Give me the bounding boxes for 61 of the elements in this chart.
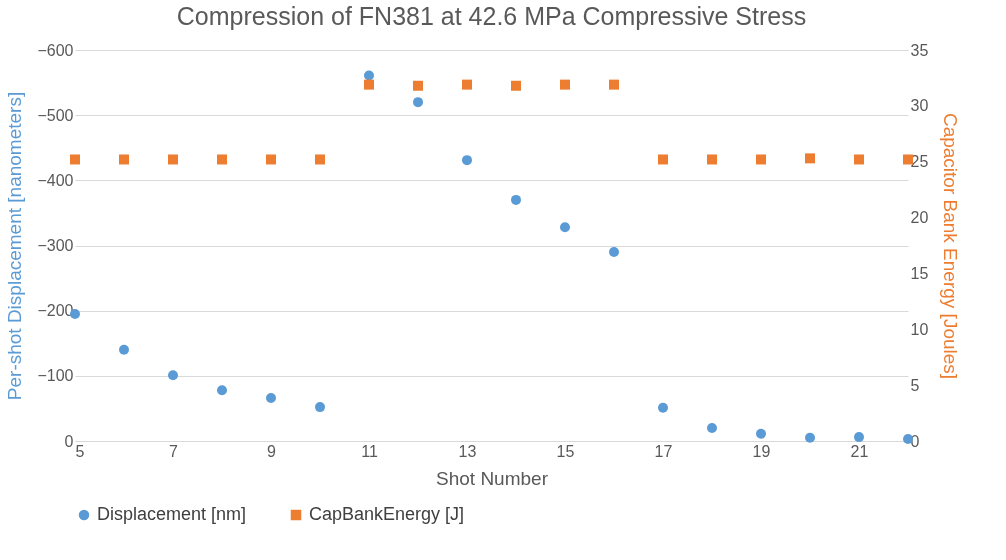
legend-label: Displacement [nm]	[97, 504, 247, 524]
point	[315, 402, 325, 413]
point	[413, 80, 423, 91]
chart-title: Compression of FN381 at 42.6 MPa Compressive Stress	[176, 2, 807, 30]
point	[707, 422, 717, 433]
point	[266, 154, 276, 165]
y2-tick-label: 20	[910, 209, 929, 227]
point	[119, 154, 129, 165]
x-axis-title: Shot Number	[436, 467, 549, 489]
point	[658, 402, 668, 413]
point	[805, 153, 815, 164]
point	[805, 432, 815, 443]
y-tick-label: −600	[37, 41, 74, 59]
point	[707, 154, 717, 165]
y-tick-label: −100	[37, 367, 74, 385]
point	[560, 79, 570, 90]
point	[756, 428, 766, 439]
y-tick-label: 0	[64, 432, 74, 450]
x-tick-label: 19	[752, 442, 771, 460]
y2-tick-label: 5	[910, 376, 920, 394]
point	[854, 432, 864, 443]
point	[756, 154, 766, 165]
x-tick-label: 21	[850, 442, 869, 460]
y2-tick-label: 35	[910, 41, 929, 59]
y2-tick-label: 15	[910, 264, 929, 282]
y-tick-label: −400	[37, 171, 74, 189]
x-tick-label: 17	[654, 442, 673, 460]
x-tick-label: 15	[556, 442, 575, 460]
point	[413, 97, 423, 108]
point	[266, 393, 276, 403]
x-tick-label: 9	[267, 442, 277, 460]
point	[70, 154, 80, 165]
x-tick-label: 7	[169, 442, 179, 460]
y-axis-title: Per-shot Displacement [nanometers]	[4, 91, 26, 401]
point	[217, 154, 227, 165]
point	[511, 194, 521, 205]
point	[364, 70, 374, 81]
y-tick-label: −500	[37, 106, 74, 124]
point	[560, 222, 570, 233]
point	[168, 154, 178, 165]
point	[609, 247, 619, 258]
y2-axis-title: Capacitor Bank Energy [Joules]	[940, 112, 962, 380]
y2-tick-label: 25	[910, 153, 929, 171]
point	[364, 79, 374, 90]
point	[119, 344, 129, 355]
point	[462, 79, 472, 90]
legend-label: CapBankEnergy [J]	[309, 504, 465, 524]
x-tick-label: 11	[361, 442, 378, 460]
point	[168, 370, 178, 381]
x-tick-label: 13	[458, 442, 477, 460]
point	[609, 79, 619, 90]
y2-tick-label: 30	[910, 97, 929, 115]
point	[217, 385, 227, 396]
point	[511, 80, 521, 91]
point	[854, 154, 864, 165]
point	[658, 154, 668, 165]
y-tick-label: −300	[37, 237, 74, 254]
point	[315, 154, 325, 165]
point	[462, 155, 472, 166]
y2-tick-label: 10	[910, 320, 929, 338]
x-tick-label: 5	[75, 442, 85, 460]
